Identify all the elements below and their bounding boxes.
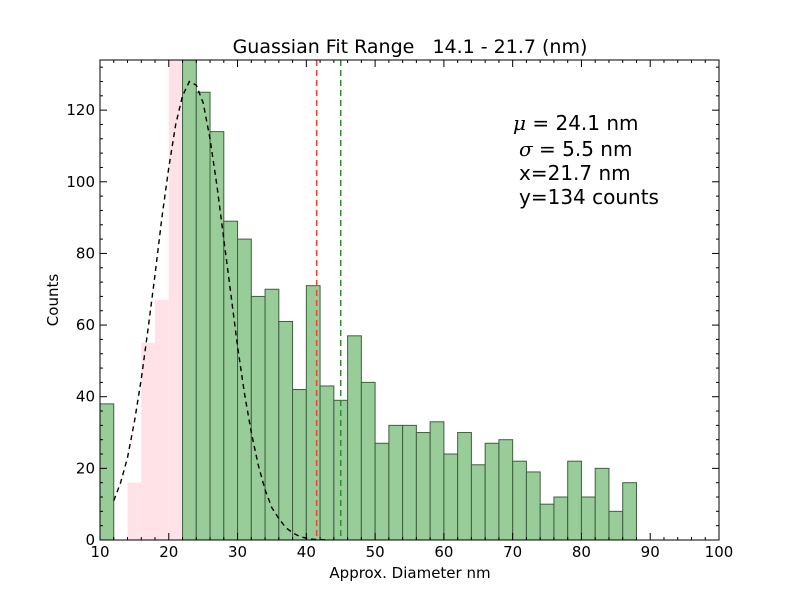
sigma-symbol: σ [519,137,534,161]
histogram-bar-13 [292,389,307,541]
histogram-bar-34 [580,496,596,541]
histogram-bar-32 [553,496,569,541]
histogram-bar-27 [484,442,500,541]
y-axis-label: Counts [44,274,62,327]
histogram-bar-23 [429,421,445,541]
histogram-bar-1 [127,482,142,540]
x-tick-label-5: 60 [434,543,453,561]
histogram-bar-17 [347,335,362,541]
histogram-bar-24 [443,453,459,541]
mu-value: = 24.1 nm [532,111,638,135]
x-tick-label-8: 90 [641,543,660,561]
histogram-bar-4 [168,60,183,540]
histogram-bar-15 [319,385,335,541]
histogram-bar-7 [209,131,225,541]
histogram-bar-28 [498,439,514,541]
axis-ticks: 10 20 30 40 50 60 70 80 90 100 0 20 40 60 80 100 120 [66,60,733,561]
histogram-bar-0 [99,403,115,541]
histogram-bar-12 [278,320,294,541]
histogram-bar-8 [223,220,239,541]
fit-annotation: μ = 24.1 nm σ = 5.5 nm x=21.7 nm y=134 c… [513,111,659,209]
histogram-bar-19 [374,442,390,541]
histogram-bar-21 [402,424,417,541]
x-tick-label-7: 80 [572,543,591,561]
y-tick-label-1: 20 [76,459,95,477]
mu-annotation: μ = 24.1 nm [513,111,639,135]
x-tick-label-2: 30 [228,543,247,561]
chart-title: Guassian Fit Range 14.1 - 21.7 (nm) [233,36,588,58]
histogram-bar-6 [195,91,211,541]
x-tick-label-9: 100 [705,543,734,561]
y-value-annotation: y=134 counts [519,185,659,209]
x-tick-label-3: 40 [297,543,316,561]
histogram-bar-25 [457,432,472,541]
y-tick-label-3: 60 [76,316,95,334]
mu-symbol: μ [513,111,526,135]
y-tick-label-5: 100 [66,173,95,191]
y-tick-label-6: 120 [66,101,95,119]
histogram-bar-10 [250,295,266,541]
histogram-bar-9 [237,238,252,541]
y-tick-label-4: 80 [76,244,95,262]
x-tick-label-4: 50 [366,543,385,561]
histogram-bar-18 [360,381,376,541]
histogram-bar-20 [388,424,404,541]
x-value-annotation: x=21.7 nm [519,161,631,185]
y-tick-label-2: 40 [76,388,95,406]
histogram-bar-29 [512,460,527,541]
histogram-bar-31 [539,503,555,541]
histogram-bar-11 [264,288,280,541]
x-tick-label-1: 20 [159,543,178,561]
histogram-bar-14 [305,285,321,541]
x-tick-label-6: 70 [503,543,522,561]
gaussian-fit-curve [113,80,328,541]
histogram-bar-2 [141,342,156,540]
x-axis-label: Approx. Diameter nm [329,564,490,582]
sigma-annotation: σ = 5.5 nm [519,137,632,161]
histogram-bar-33 [567,460,582,541]
histogram-bar-3 [155,300,169,540]
histogram-bar-30 [525,471,541,541]
x-tick-label-0: 10 [90,543,109,561]
histogram-bar-22 [415,432,431,541]
plot-frame [99,59,720,541]
histogram-bar-35 [594,467,610,541]
histogram-bar-5 [182,59,197,541]
histogram-bar-26 [470,464,486,541]
y-tick-label-0: 0 [85,531,95,549]
histogram-bar-37 [622,482,637,541]
sigma-value: = 5.5 nm [539,137,632,161]
histogram-bar-36 [608,510,624,541]
